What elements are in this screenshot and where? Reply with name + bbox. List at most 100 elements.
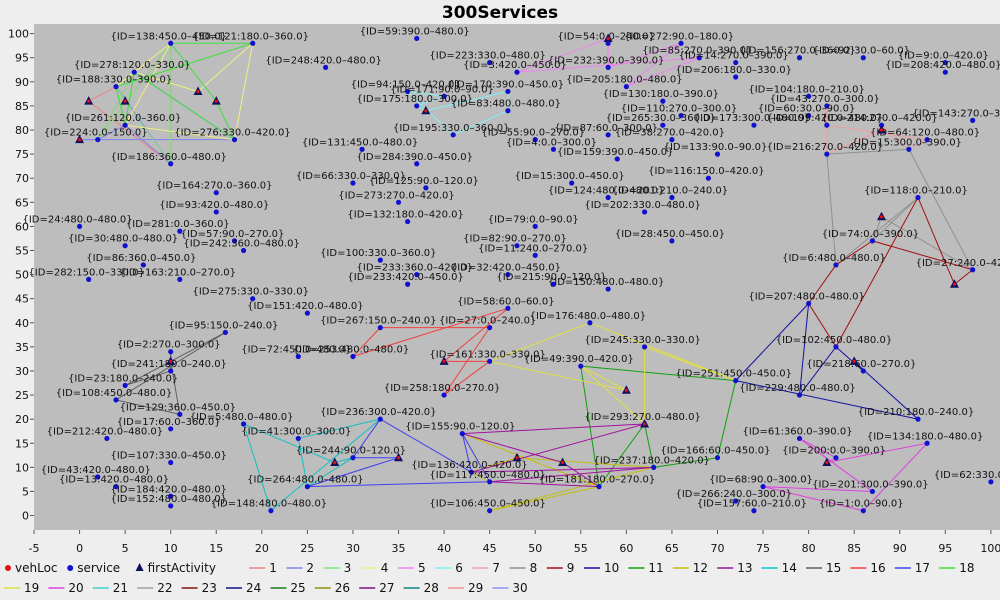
service-point — [95, 474, 101, 480]
service-point — [414, 161, 420, 167]
service-point — [942, 69, 948, 75]
service-point — [669, 137, 675, 143]
y-axis-ticks: 0 5 10 15 20 25 30 35 40 45 50 55 60 65 70 75 80 85 90 95 10… — [8, 28, 34, 523]
service-label: {ID=55:90.0–270.0} — [481, 128, 585, 139]
service-label: {ID=28:450.0–450.0} — [615, 229, 725, 240]
route-line — [270, 418, 381, 512]
service-label: {ID=132:180.0–420.0} — [347, 210, 463, 221]
service-label: {ID=94:150.0–420.0} — [351, 79, 461, 90]
service-point — [796, 55, 803, 61]
x-tick-label: 60 — [619, 542, 633, 555]
service-label: {ID=57:90.0–270.0} — [181, 229, 285, 240]
route-line — [125, 124, 235, 141]
vehicle-location-point — [196, 89, 200, 94]
service-label: {ID=207:480.0–480.0} — [748, 292, 864, 303]
route-line — [835, 346, 864, 372]
service-label: {ID=258:180.0–270.0} — [384, 383, 500, 394]
service-label: {ID=15:300.0–450.0} — [515, 171, 625, 182]
service-point — [924, 137, 930, 143]
service-point — [860, 55, 866, 61]
service-point — [806, 93, 812, 99]
service-label: {ID=273:270.0–420.0} — [338, 190, 454, 201]
service-label: {ID=107:330.0–450.0} — [110, 451, 226, 462]
route-line — [352, 307, 509, 357]
service-label: {ID=85:270.0–390.0} — [642, 46, 752, 57]
service-label: {ID=2:270.0–300.0} — [117, 340, 221, 351]
x-axis-ticks: -5 0 5 10 15 20 25 30 35 40 45 50 55 60 65 70 75 80 85 90 95… — [29, 530, 1000, 555]
service-point — [824, 103, 830, 109]
route-line — [88, 100, 172, 165]
service-point — [505, 305, 511, 311]
service-label: {ID=164:270.0–360.0} — [156, 181, 272, 192]
route-line — [826, 129, 882, 155]
legend-label: 29 — [468, 581, 483, 595]
service-point — [104, 435, 110, 442]
route-line — [489, 466, 654, 483]
x-tick-label: 80 — [802, 542, 816, 555]
vehicle-location-point — [396, 456, 401, 460]
service-point — [213, 190, 219, 196]
route-line — [489, 466, 654, 512]
service-label: {ID=251:450.0–450.0} — [675, 369, 791, 380]
route-line — [461, 433, 472, 473]
legend-label: 23 — [202, 581, 217, 595]
route-line — [835, 197, 919, 266]
y-tick-label: 70 — [15, 172, 29, 185]
service-point — [505, 108, 511, 114]
service-label: {ID=242:360.0–480.0} — [183, 238, 299, 249]
service-point — [177, 228, 183, 234]
route-line — [881, 124, 910, 150]
route-line — [407, 91, 454, 136]
route-line — [97, 42, 172, 140]
service-label: {ID=275:330.0–330.0} — [192, 287, 308, 298]
route-line — [453, 110, 509, 136]
service-label: {ID=152:480.0–480.0} — [110, 494, 226, 505]
route-line — [607, 42, 682, 68]
service-label: {ID=27:0.0–240.0} — [439, 316, 536, 327]
route-line — [133, 71, 235, 141]
legend-label: 28 — [424, 581, 439, 595]
service-point — [760, 484, 766, 490]
route-line — [917, 197, 955, 285]
route-line — [124, 331, 226, 386]
service-point — [569, 180, 575, 186]
x-tick-label: 35 — [392, 542, 406, 555]
service-label: {ID=281:0.0–360.0} — [126, 219, 230, 230]
service-point — [113, 84, 119, 90]
service-point — [168, 459, 174, 466]
service-point — [833, 344, 839, 350]
service-label: {ID=136:420.0–420.0} — [411, 460, 527, 471]
service-label: {ID=143:270.0–300.0} — [912, 108, 1000, 119]
route-line — [352, 418, 381, 459]
route-line — [471, 466, 654, 473]
route-line — [380, 418, 472, 473]
vehicle-location-point — [879, 215, 884, 219]
legend-label: 14 — [782, 561, 797, 575]
route-line — [626, 57, 700, 88]
route-line — [124, 124, 172, 165]
route-line — [443, 307, 509, 362]
service-point — [641, 344, 648, 350]
service-point — [514, 243, 520, 249]
service-point — [95, 137, 101, 143]
service-point — [860, 508, 866, 514]
vehicle-location-point — [333, 460, 337, 465]
y-tick-label: 35 — [15, 341, 29, 354]
service-point — [168, 426, 174, 432]
route-line — [115, 331, 226, 401]
service-point — [395, 199, 402, 205]
service-point — [796, 435, 803, 442]
service-label: {ID=129:360.0–450.0} — [120, 402, 236, 413]
service-label: {ID=14:270.0–390.0} — [679, 51, 789, 62]
service-point — [304, 484, 310, 490]
service-point — [350, 353, 356, 360]
service-label: {ID=264:480.0–480.0} — [247, 475, 363, 486]
route-line — [589, 322, 736, 382]
legend-label: 7 — [492, 561, 500, 575]
service-label: {ID=17:60.0–360.0} — [117, 417, 221, 428]
service-point — [605, 132, 611, 138]
route-line — [115, 399, 180, 415]
x-tick-label: 15 — [209, 542, 223, 555]
legend-label: 6 — [455, 561, 463, 575]
service-label: {ID=116:150.0–420.0} — [648, 166, 764, 177]
